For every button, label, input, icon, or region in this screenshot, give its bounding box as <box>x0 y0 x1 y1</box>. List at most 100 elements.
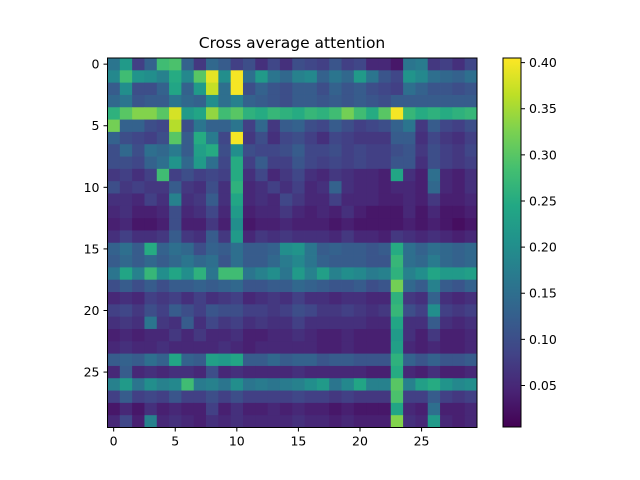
heatmap-cell <box>193 181 207 194</box>
heatmap-cell <box>206 316 219 330</box>
heatmap-cell <box>427 267 441 281</box>
heatmap-cell <box>267 218 281 231</box>
heatmap-cell <box>403 230 416 244</box>
x-tick-label: 0 <box>110 434 118 449</box>
heatmap-cell <box>316 230 330 244</box>
heatmap-cell <box>378 82 392 96</box>
heatmap-cell <box>329 107 342 120</box>
heatmap-cell <box>378 328 392 342</box>
heatmap-cell <box>144 378 158 391</box>
heatmap-cell <box>132 341 145 354</box>
heatmap-cell <box>403 304 416 318</box>
heatmap-cell <box>119 316 133 330</box>
heatmap-cell <box>255 181 269 194</box>
heatmap-cell <box>144 390 158 404</box>
heatmap-cell <box>218 58 232 71</box>
heatmap-cell <box>181 131 195 145</box>
heatmap-cell <box>193 94 207 108</box>
heatmap-cell <box>230 255 244 268</box>
heatmap-cell <box>255 193 269 207</box>
heatmap-cell <box>218 168 232 182</box>
heatmap-cell <box>452 390 466 404</box>
heatmap-cell <box>279 279 293 293</box>
heatmap-cell <box>304 218 318 231</box>
heatmap-cell <box>366 390 379 404</box>
heatmap-cell <box>415 230 429 244</box>
heatmap-cell <box>366 94 379 108</box>
heatmap-cell <box>144 131 158 145</box>
heatmap-cell <box>403 292 416 305</box>
colorbar-axis: 0.05 0.10 0.15 0.20 0.25 0.30 0.35 0.40 <box>521 55 557 393</box>
heatmap-cell <box>452 181 466 194</box>
heatmap-cell <box>119 107 133 120</box>
heatmap-cell <box>206 390 219 404</box>
heatmap-cell <box>316 390 330 404</box>
heatmap-cell <box>452 193 466 207</box>
heatmap-cell <box>181 168 195 182</box>
heatmap-cell <box>218 267 232 281</box>
heatmap-cell <box>464 341 478 354</box>
heatmap-cell <box>378 255 392 268</box>
heatmap-cell <box>193 365 207 379</box>
heatmap-cell <box>415 316 429 330</box>
heatmap-cell <box>242 316 256 330</box>
heatmap-cell <box>378 58 392 71</box>
heatmap-cell <box>193 316 207 330</box>
heatmap-cell <box>156 131 170 145</box>
heatmap-cell <box>119 279 133 293</box>
heatmap-cell <box>316 267 330 281</box>
heatmap-cell <box>255 205 269 219</box>
heatmap-cell <box>255 107 269 120</box>
heatmap-cell <box>415 415 429 428</box>
heatmap-cell <box>193 218 207 231</box>
heatmap-cell <box>255 168 269 182</box>
heatmap-cell <box>316 402 330 416</box>
heatmap-cell <box>378 353 392 367</box>
heatmap-cell <box>193 255 207 268</box>
heatmap-cell <box>267 205 281 219</box>
colorbar-tick-label: 0.10 <box>529 332 557 347</box>
heatmap-cell <box>119 94 133 108</box>
heatmap-cell <box>329 353 342 367</box>
heatmap-cell <box>132 82 145 96</box>
heatmap-cell <box>304 131 318 145</box>
heatmap-cell <box>156 304 170 318</box>
heatmap-cell <box>464 193 478 207</box>
heatmap-cell <box>390 292 404 305</box>
heatmap-cell <box>193 70 207 84</box>
heatmap-cell <box>329 292 342 305</box>
heatmap-cell <box>181 193 195 207</box>
heatmap-cell <box>156 328 170 342</box>
heatmap-cell <box>242 218 256 231</box>
heatmap-cell <box>415 181 429 194</box>
heatmap-cell <box>403 242 416 256</box>
heatmap-cell <box>193 131 207 145</box>
heatmap-cell <box>181 70 195 84</box>
heatmap-cell <box>193 328 207 342</box>
heatmap-cell <box>181 390 195 404</box>
heatmap-cell <box>267 82 281 96</box>
heatmap-cell <box>279 415 293 428</box>
heatmap-cell <box>292 94 305 108</box>
heatmap-cell <box>279 390 293 404</box>
heatmap-cell <box>366 328 379 342</box>
heatmap-cell <box>341 181 355 194</box>
heatmap-cell <box>144 218 158 231</box>
heatmap-cell <box>464 378 478 391</box>
heatmap-cell <box>218 205 232 219</box>
heatmap-cell <box>230 242 244 256</box>
heatmap-cell <box>353 242 367 256</box>
heatmap-cell <box>341 70 355 84</box>
heatmap-cell <box>267 328 281 342</box>
y-tick-label: 5 <box>92 118 100 133</box>
heatmap-cell <box>390 353 404 367</box>
heatmap-cell <box>292 218 305 231</box>
heatmap-cell <box>304 316 318 330</box>
heatmap-cell <box>353 390 367 404</box>
heatmap-cell <box>181 181 195 194</box>
colorbar-tick-label: 0.05 <box>529 378 557 393</box>
heatmap-cell <box>107 304 121 318</box>
heatmap-cell <box>464 230 478 244</box>
heatmap-cell <box>144 415 158 428</box>
